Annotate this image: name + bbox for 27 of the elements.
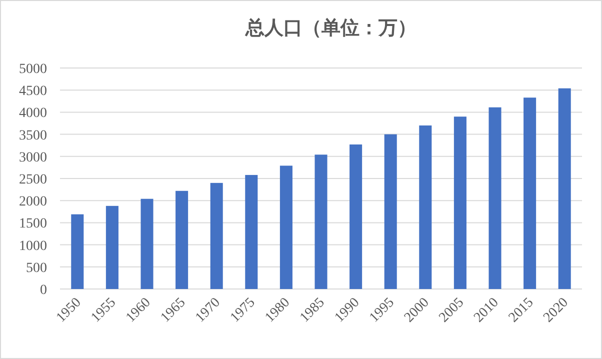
bar <box>488 107 502 289</box>
bar <box>245 174 258 289</box>
y-tick-label: 3000 <box>19 150 47 166</box>
bar <box>71 214 84 289</box>
chart-title: 总人口（单位：万） <box>244 17 416 39</box>
bar <box>106 206 118 289</box>
bar <box>314 154 328 289</box>
y-tick-label: 1500 <box>19 216 47 232</box>
y-tick-label: 0 <box>40 283 47 298</box>
bar <box>140 198 154 289</box>
y-tick-label: 500 <box>26 260 47 276</box>
bar <box>454 116 466 289</box>
bar <box>210 182 223 289</box>
bar <box>558 88 571 289</box>
y-tick-label: 4500 <box>19 84 47 100</box>
y-tick-label: 3500 <box>19 128 47 144</box>
bar <box>384 134 397 289</box>
bar <box>419 125 432 289</box>
bar <box>350 144 362 289</box>
y-tick-label: 1000 <box>19 238 47 254</box>
bar <box>524 98 536 289</box>
bar <box>280 166 292 289</box>
y-tick-label: 5000 <box>19 62 47 77</box>
bar <box>176 190 188 289</box>
y-tick-label: 2500 <box>19 172 47 188</box>
y-tick-label: 2000 <box>19 194 47 210</box>
y-tick-label: 4000 <box>19 106 47 122</box>
